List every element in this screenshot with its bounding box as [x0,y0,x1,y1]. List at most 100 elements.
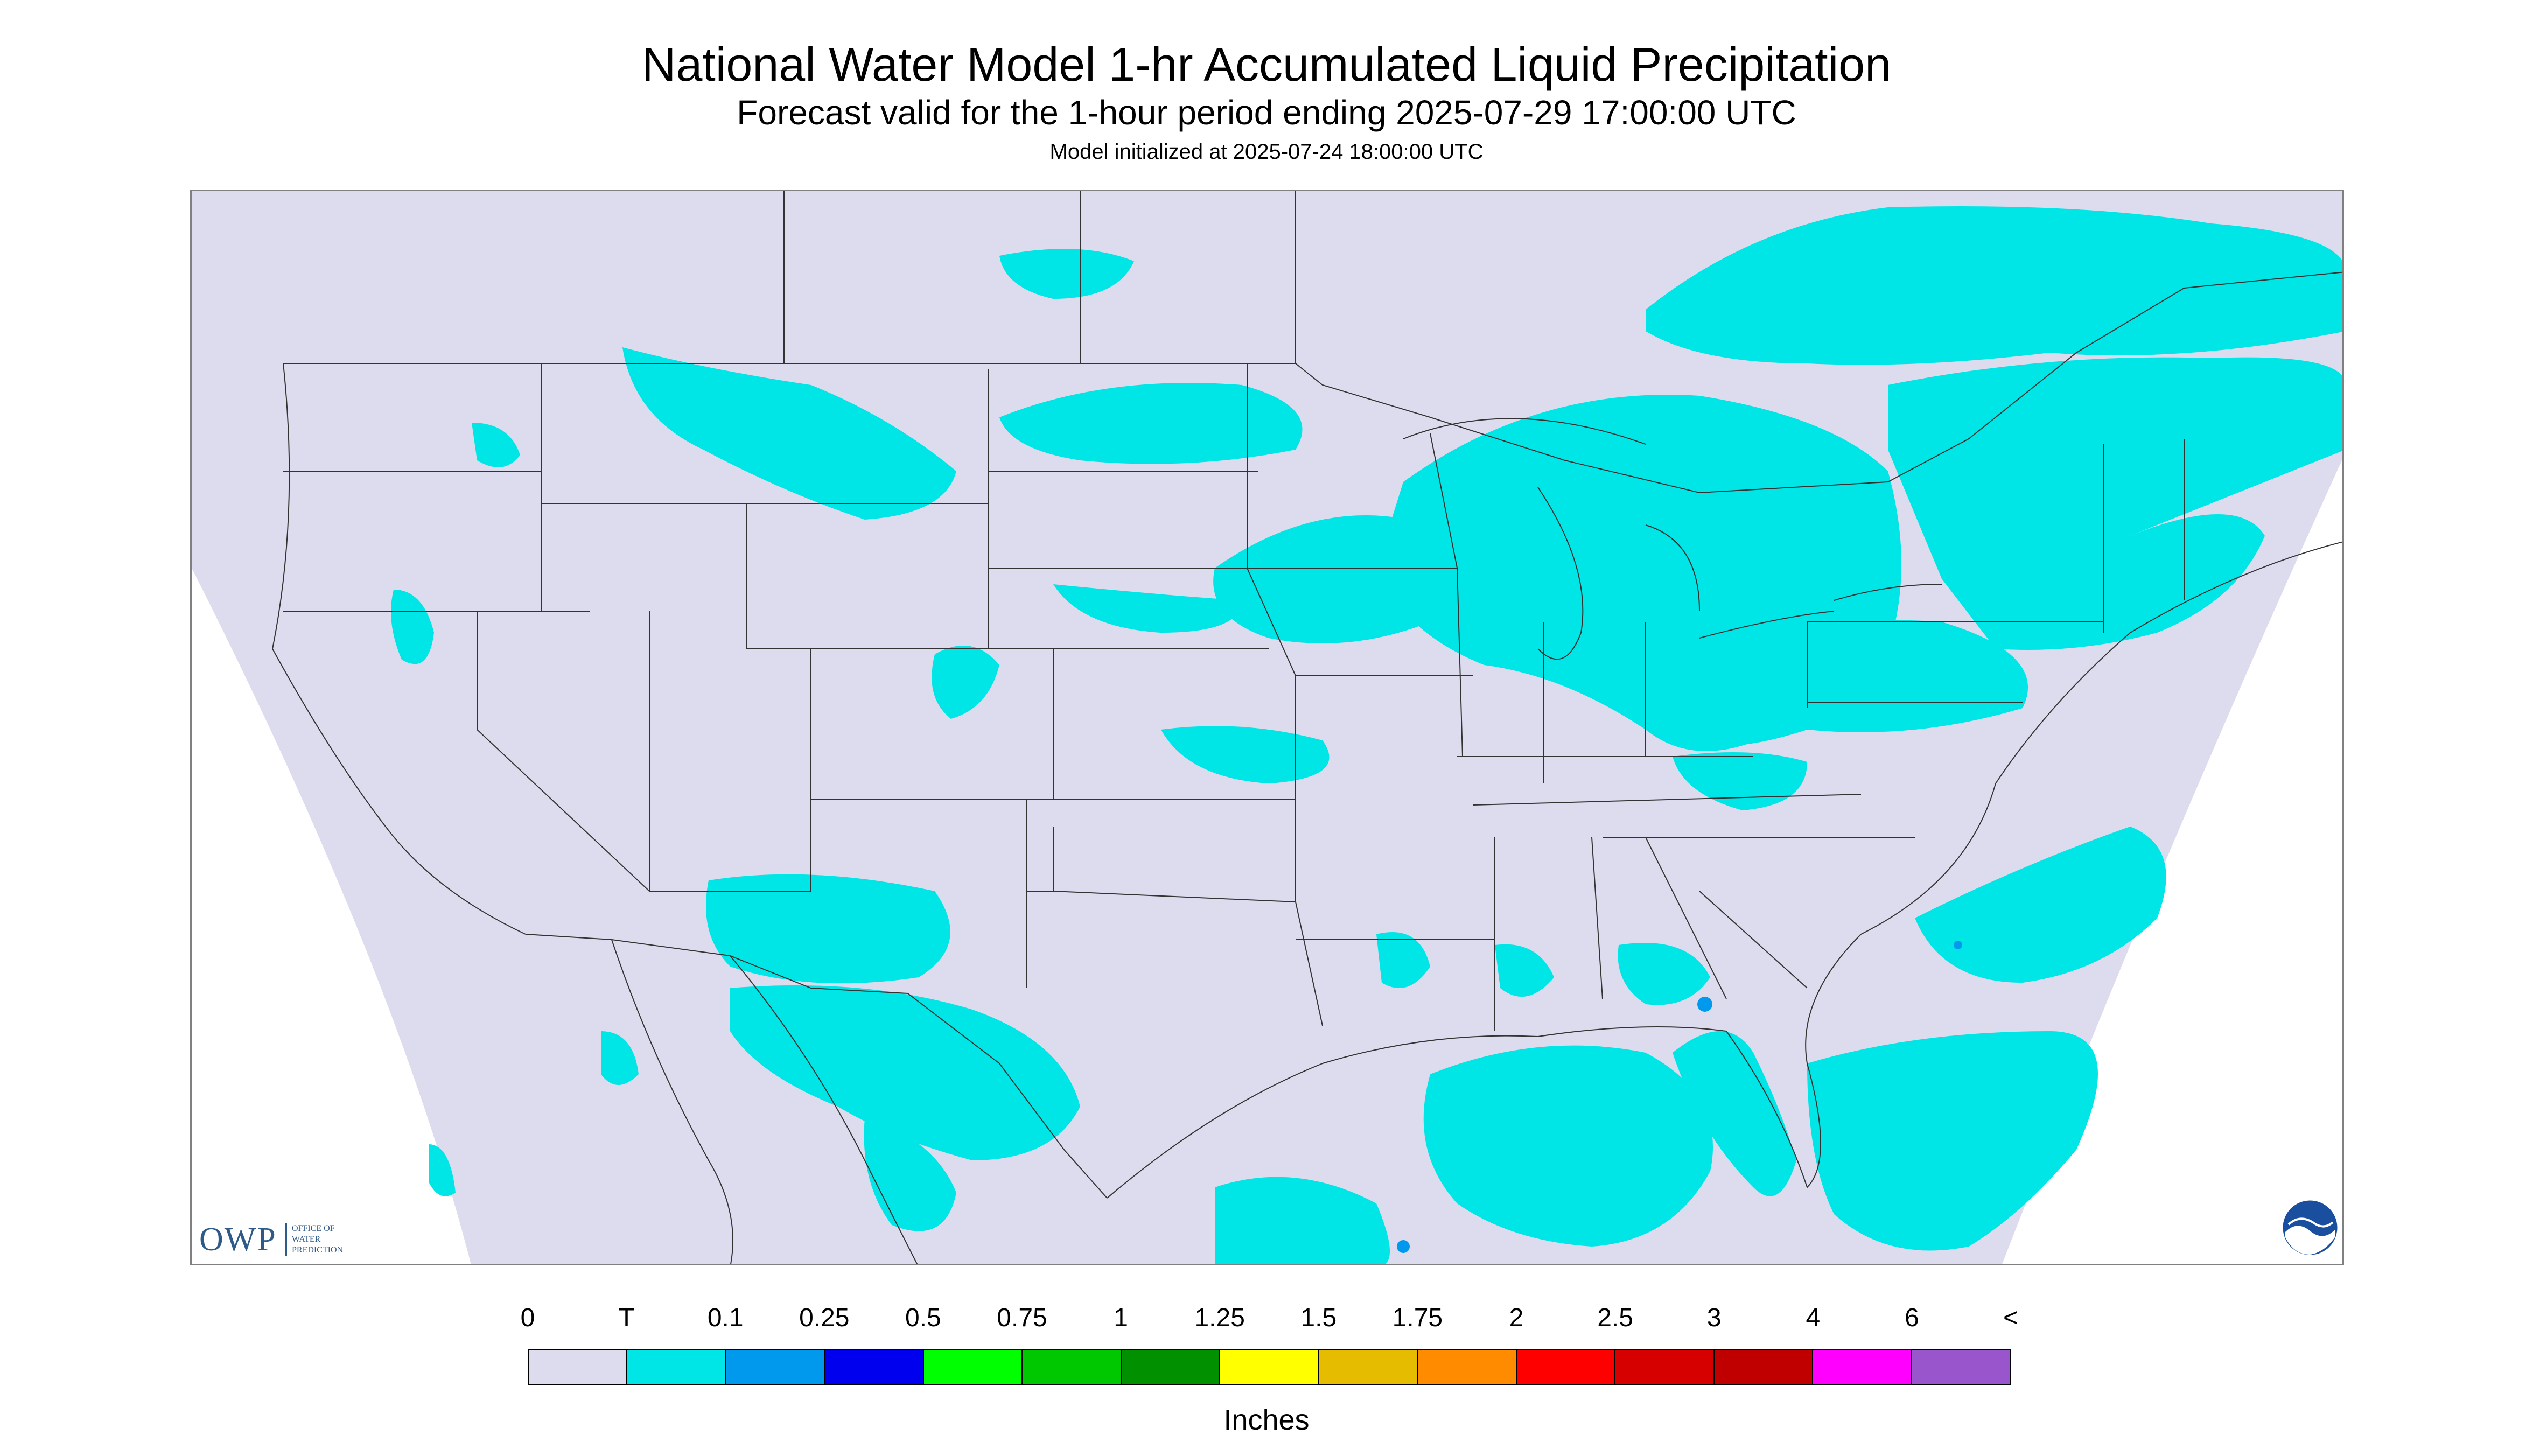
legend-tick-label: 1 [1114,1304,1128,1332]
tn-ky-line [1473,794,1862,806]
legend-tick-label: 0.25 [799,1304,850,1332]
legend-swatch [1615,1350,1715,1384]
legend-swatch [1813,1350,1912,1384]
legend-swatch [1220,1350,1319,1384]
lake-superior [1403,418,1646,445]
precip-area-montana [622,347,956,520]
legend-tick-label: 0.75 [997,1304,1047,1332]
wi-il-in-oh [1430,433,1753,783]
precip-area-mississippi [1376,932,1430,988]
legend-tick-label: 6 [1905,1304,1919,1332]
lake-michigan [1537,487,1584,660]
us-canada-border [283,271,2342,494]
ar-la-ms [1295,837,1603,1031]
political-boundaries [271,191,2342,1264]
legend-swatch [1714,1350,1814,1384]
precip-area-colorado [932,646,999,719]
precip-area-montana-north [999,249,1134,299]
precip-spot-georgia [1697,997,1712,1012]
trace-precip-areas [391,206,2342,1264]
legend-swatch [1912,1350,2010,1384]
legend-swatch [529,1350,628,1384]
legend-tick-label: 4 [1806,1304,1821,1332]
precip-area-gulf-central [1423,1045,1713,1247]
precip-area-florida [1673,1031,1796,1196]
precip-spot-atlantic [1954,941,1962,949]
east-coast [1860,541,2342,935]
legend-tick-label: 1.5 [1300,1304,1337,1332]
legend-swatch [1023,1350,1122,1384]
us-mexico-border [525,934,1108,1199]
precip-area-ohio-valley [1646,619,2028,747]
precipitation-map [190,190,2344,1265]
owp-logo-divider [285,1223,287,1256]
owp-logo-letters: OWP [199,1221,277,1258]
precip-area-northern-plains [999,383,1303,464]
owp-logo-text: OFFICE OF WATER PREDICTION [292,1224,344,1255]
map-title: National Water Model 1-hr Accumulated Li… [641,38,1892,91]
west-coast [271,363,526,935]
baja [611,939,733,1264]
legend-tick-label: 0.5 [905,1304,941,1332]
precip-area-idaho [472,423,520,467]
legend-tick-label: 1.75 [1392,1304,1443,1332]
legend-swatch [726,1350,825,1384]
legend-swatch [1319,1350,1418,1384]
precip-area-mexico-west [601,1031,639,1085]
legend-swatch [627,1350,726,1384]
noaa-logo [2281,1199,2339,1257]
legend-swatch [1516,1350,1616,1384]
ca-nv-line [477,611,650,892]
map-canvas [192,191,2342,1264]
lake-ontario [1834,584,1942,601]
precip-area-mexico-south [864,1117,956,1231]
nd-sd-ne [988,369,1269,649]
precip-area-kansas [1161,726,1330,783]
mexico-mainland-west [730,955,918,1264]
legend-tick-label: 2.5 [1597,1304,1633,1332]
legend-tick-label: 1.25 [1194,1304,1245,1332]
projection-mask-left [192,568,471,1264]
precip-spot-gulf [1397,1240,1410,1253]
legend-swatch [825,1350,924,1384]
precip-area-atlantic-bahamas [1807,1031,2098,1251]
nm-box [811,799,1027,988]
lake-huron [1645,524,1700,612]
legend-tick-label: < [2003,1304,2019,1332]
map-subtitle: Forecast valid for the 1-hour period end… [737,93,1796,132]
legend-tick-label: 0 [520,1304,535,1332]
precip-area-new-mexico [706,874,950,984]
new-england-lines [2103,439,2185,633]
light-precip-spots [1397,941,1962,1253]
nc-sc-ga [1603,837,1915,999]
precip-legend: 0 T 0.1 0.25 0.5 0.75 1 1.25 1.5 1.75 2 2.5 3 4 6 < [521,1303,2018,1389]
legend-tick-label: T [618,1304,635,1332]
precip-area-northeast-canada [1646,206,2342,365]
mn-ia-mo [1247,363,1473,902]
precip-area-baja-tip [429,1144,456,1196]
gulf-coast [1107,934,1862,1199]
precip-area-nevada [391,590,434,664]
legend-units: Inches [1223,1404,1310,1436]
lake-erie [1699,611,1835,639]
legend-tick-label: 0.1 [707,1304,744,1332]
legend-swatch [1121,1350,1221,1384]
pa-ny-line [1807,621,2103,708]
precip-area-nebraska [1053,584,1242,633]
wy-box [746,503,989,649]
legend-colorbar [528,1349,2011,1385]
legend-swatch [1418,1350,1517,1384]
ks-ok-tx [1026,799,1296,902]
precip-area-upper-midwest [1213,515,1457,643]
precip-area-mexico [730,985,1080,1160]
precip-area-south-carolina [1618,943,1710,1005]
model-init-time: Model initialized at 2025-07-24 18:00:00… [1049,140,1484,164]
canada-provinces [783,191,1296,363]
precip-area-gulf-west [1215,1177,1390,1264]
precip-area-atlantic-se [1915,827,2166,983]
precip-area-louisiana [1495,944,1554,997]
legend-tick-label: 2 [1509,1304,1524,1332]
legend-swatch [923,1350,1023,1384]
precip-area-kentucky [1673,752,1807,810]
legend-tick-label: 3 [1706,1304,1722,1332]
